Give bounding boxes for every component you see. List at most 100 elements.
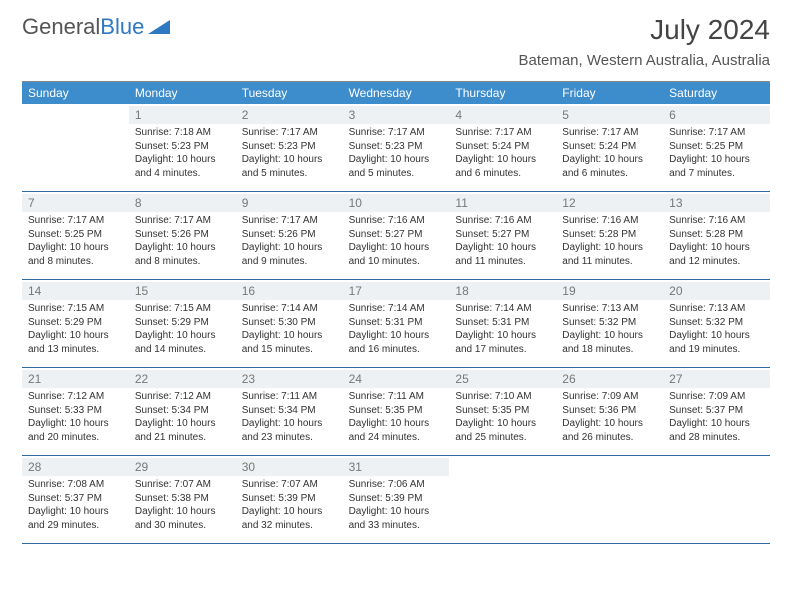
sunrise-line: Sunrise: 7:14 AM — [455, 302, 550, 316]
sunset-line: Sunset: 5:37 PM — [28, 492, 123, 506]
week-row: 14Sunrise: 7:15 AMSunset: 5:29 PMDayligh… — [22, 280, 770, 368]
sunrise-line: Sunrise: 7:17 AM — [135, 214, 230, 228]
day-number: 28 — [22, 458, 129, 476]
sunrise-line: Sunrise: 7:16 AM — [349, 214, 444, 228]
sunset-line: Sunset: 5:30 PM — [242, 316, 337, 330]
day-cell: 19Sunrise: 7:13 AMSunset: 5:32 PMDayligh… — [556, 280, 663, 367]
logo-triangle-icon — [148, 18, 170, 36]
sunset-line: Sunset: 5:26 PM — [135, 228, 230, 242]
day-number: 29 — [129, 458, 236, 476]
sunset-line: Sunset: 5:31 PM — [349, 316, 444, 330]
dow-cell: Friday — [556, 82, 663, 104]
daylight-line: Daylight: 10 hours and 20 minutes. — [28, 417, 123, 444]
day-number: 24 — [343, 370, 450, 388]
sunrise-line: Sunrise: 7:16 AM — [562, 214, 657, 228]
day-number: 16 — [236, 282, 343, 300]
day-number: 8 — [129, 194, 236, 212]
top-bar: GeneralBlue July 2024 Bateman, Western A… — [22, 14, 770, 69]
day-number: 31 — [343, 458, 450, 476]
daylight-line: Daylight: 10 hours and 19 minutes. — [669, 329, 764, 356]
sunset-line: Sunset: 5:33 PM — [28, 404, 123, 418]
daylight-line: Daylight: 10 hours and 9 minutes. — [242, 241, 337, 268]
daylight-line: Daylight: 10 hours and 33 minutes. — [349, 505, 444, 532]
title-block: July 2024 Bateman, Western Australia, Au… — [518, 14, 770, 69]
day-cell: 11Sunrise: 7:16 AMSunset: 5:27 PMDayligh… — [449, 192, 556, 279]
day-cell: . — [556, 456, 663, 543]
daylight-line: Daylight: 10 hours and 28 minutes. — [669, 417, 764, 444]
daylight-line: Daylight: 10 hours and 30 minutes. — [135, 505, 230, 532]
day-number: 18 — [449, 282, 556, 300]
day-cell: 1Sunrise: 7:18 AMSunset: 5:23 PMDaylight… — [129, 104, 236, 191]
sunrise-line: Sunrise: 7:06 AM — [349, 478, 444, 492]
sunrise-line: Sunrise: 7:08 AM — [28, 478, 123, 492]
dow-cell: Tuesday — [236, 82, 343, 104]
sunrise-line: Sunrise: 7:17 AM — [349, 126, 444, 140]
sunset-line: Sunset: 5:37 PM — [669, 404, 764, 418]
day-number: 1 — [129, 106, 236, 124]
day-cell: 15Sunrise: 7:15 AMSunset: 5:29 PMDayligh… — [129, 280, 236, 367]
day-cell: 14Sunrise: 7:15 AMSunset: 5:29 PMDayligh… — [22, 280, 129, 367]
daylight-line: Daylight: 10 hours and 18 minutes. — [562, 329, 657, 356]
day-number: 11 — [449, 194, 556, 212]
day-cell: 27 Sunrise: 7:09 AMSunset: 5:37 PMDayligh… — [663, 368, 770, 455]
day-cell: 23Sunrise: 7:11 AMSunset: 5:34 PMDayligh… — [236, 368, 343, 455]
day-cell: 8 Sunrise: 7:17 AMSunset: 5:26 PMDaylight… — [129, 192, 236, 279]
day-number: 30 — [236, 458, 343, 476]
sunset-line: Sunset: 5:36 PM — [562, 404, 657, 418]
dow-cell: Wednesday — [343, 82, 450, 104]
sunset-line: Sunset: 5:32 PM — [669, 316, 764, 330]
day-cell: 2Sunrise: 7:17 AMSunset: 5:23 PMDaylight… — [236, 104, 343, 191]
day-cell: 31 Sunrise: 7:06 AMSunset: 5:39 PMDayligh… — [343, 456, 450, 543]
sunset-line: Sunset: 5:29 PM — [135, 316, 230, 330]
daylight-line: Daylight: 10 hours and 11 minutes. — [455, 241, 550, 268]
day-cell: 3Sunrise: 7:17 AMSunset: 5:23 PMDaylight… — [343, 104, 450, 191]
day-cell: 24Sunrise: 7:11 AMSunset: 5:35 PMDayligh… — [343, 368, 450, 455]
day-number: 20 — [663, 282, 770, 300]
logo-text-b: Blue — [100, 14, 144, 39]
week-row: 21Sunrise: 7:12 AMSunset: 5:33 PMDayligh… — [22, 368, 770, 456]
day-number: 26 — [556, 370, 663, 388]
day-cell: 16Sunrise: 7:14 AMSunset: 5:30 PMDayligh… — [236, 280, 343, 367]
day-number: 6 — [663, 106, 770, 124]
sunrise-line: Sunrise: 7:17 AM — [242, 126, 337, 140]
day-number: 21 — [22, 370, 129, 388]
dow-cell: Sunday — [22, 82, 129, 104]
daylight-line: Daylight: 10 hours and 25 minutes. — [455, 417, 550, 444]
day-cell: 28Sunrise: 7:08 AMSunset: 5:37 PMDayligh… — [22, 456, 129, 543]
sunrise-line: Sunrise: 7:13 AM — [562, 302, 657, 316]
day-cell: 9Sunrise: 7:17 AMSunset: 5:26 PMDaylight… — [236, 192, 343, 279]
day-number: 3 — [343, 106, 450, 124]
daylight-line: Daylight: 10 hours and 8 minutes. — [135, 241, 230, 268]
sunrise-line: Sunrise: 7:10 AM — [455, 390, 550, 404]
sunrise-line: Sunrise: 7:18 AM — [135, 126, 230, 140]
day-cell: 12Sunrise: 7:16 AMSunset: 5:28 PMDayligh… — [556, 192, 663, 279]
daylight-line: Daylight: 10 hours and 8 minutes. — [28, 241, 123, 268]
daylight-line: Daylight: 10 hours and 26 minutes. — [562, 417, 657, 444]
sunrise-line: Sunrise: 7:12 AM — [28, 390, 123, 404]
sunset-line: Sunset: 5:39 PM — [349, 492, 444, 506]
day-cell: 29Sunrise: 7:07 AMSunset: 5:38 PMDayligh… — [129, 456, 236, 543]
day-number: 17 — [343, 282, 450, 300]
sunrise-line: Sunrise: 7:09 AM — [669, 390, 764, 404]
day-cell: 17Sunrise: 7:14 AMSunset: 5:31 PMDayligh… — [343, 280, 450, 367]
day-number: 19 — [556, 282, 663, 300]
sunset-line: Sunset: 5:35 PM — [455, 404, 550, 418]
sunrise-line: Sunrise: 7:07 AM — [135, 478, 230, 492]
day-number: 27 — [663, 370, 770, 388]
daylight-line: Daylight: 10 hours and 12 minutes. — [669, 241, 764, 268]
sunset-line: Sunset: 5:24 PM — [562, 140, 657, 154]
day-number: 13 — [663, 194, 770, 212]
day-cell: 7Sunrise: 7:17 AMSunset: 5:25 PMDaylight… — [22, 192, 129, 279]
month-title: July 2024 — [518, 14, 770, 46]
sunset-line: Sunset: 5:26 PM — [242, 228, 337, 242]
sunrise-line: Sunrise: 7:16 AM — [455, 214, 550, 228]
daylight-line: Daylight: 10 hours and 4 minutes. — [135, 153, 230, 180]
week-row: 28 Sunrise: 7:08 AMSunset: 5:37 PM Dayligh… — [22, 456, 770, 544]
weeks-container: .1Sunrise: 7:18 AMSunset: 5:23 PMDayligh… — [22, 104, 770, 544]
sunrise-line: Sunrise: 7:17 AM — [242, 214, 337, 228]
logo: GeneralBlue — [22, 14, 170, 40]
day-cell: 5Sunrise: 7:17 AMSunset: 5:24 PMDaylight… — [556, 104, 663, 191]
logo-text: GeneralBlue — [22, 14, 144, 40]
daylight-line: Daylight: 10 hours and 17 minutes. — [455, 329, 550, 356]
day-cell: 20Sunrise: 7:13 AMSunset: 5:32 PMDayligh… — [663, 280, 770, 367]
